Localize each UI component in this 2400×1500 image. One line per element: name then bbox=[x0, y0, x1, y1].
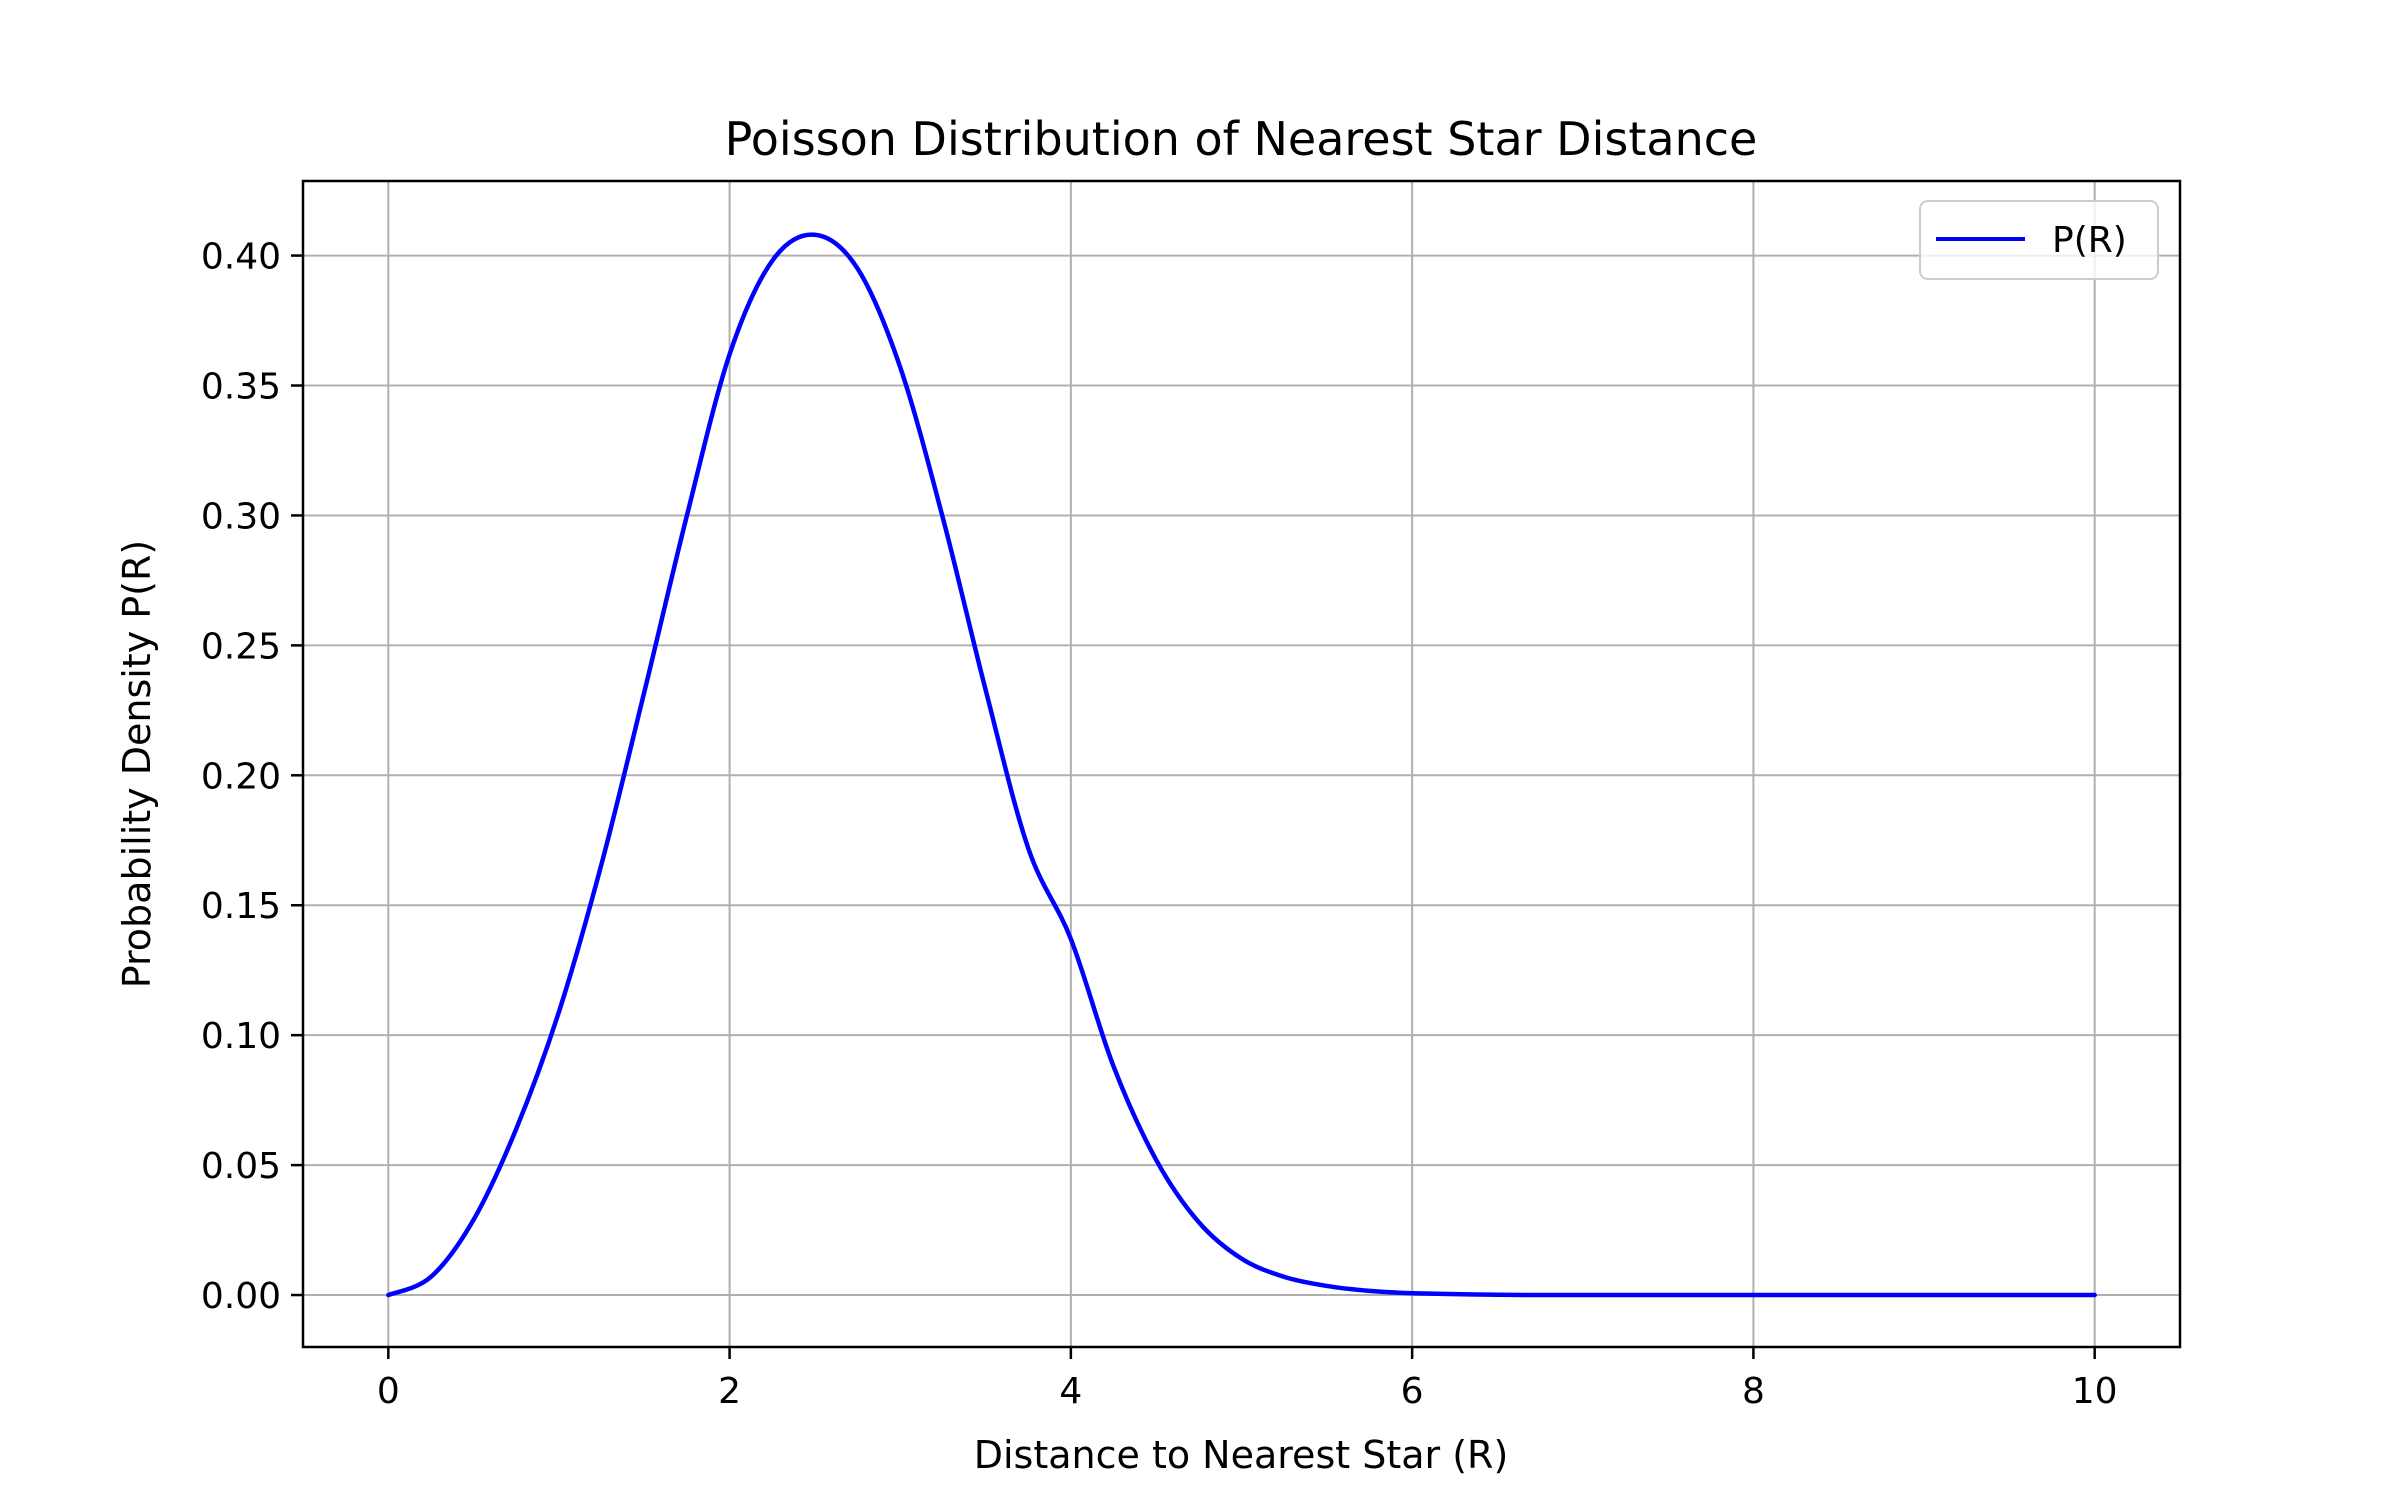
series-line-0 bbox=[386, 232, 2097, 1298]
y-tick-label: 0.40 bbox=[201, 237, 281, 278]
legend: P(R) bbox=[1919, 200, 2159, 280]
x-tick-label: 0 bbox=[377, 1371, 400, 1412]
chart-title: Poisson Distribution of Nearest Star Dis… bbox=[725, 112, 1758, 166]
y-tick-label: 0.10 bbox=[201, 1016, 281, 1057]
y-tick-label: 0.30 bbox=[201, 496, 281, 537]
x-tick-label: 8 bbox=[1742, 1371, 1765, 1412]
plot-frame bbox=[301, 179, 2182, 1349]
legend-box bbox=[1919, 200, 2159, 280]
y-tick-label: 0.25 bbox=[201, 626, 281, 667]
x-tick-label: 2 bbox=[718, 1371, 741, 1412]
legend-entry-label: P(R) bbox=[2052, 220, 2127, 261]
y-tick-label: 0.35 bbox=[201, 367, 281, 408]
y-tick-label: 0.15 bbox=[201, 886, 281, 927]
ticks: 0 2 4 6 8 10 0.00 0.05 0.10 0.15 0.20 0.25 0.30 0.35 0… bbox=[201, 237, 2118, 1412]
y-axis-label: Probability Density P(R) bbox=[115, 540, 159, 988]
y-tick-label: 0.20 bbox=[201, 756, 281, 797]
grid bbox=[303, 181, 2180, 1347]
x-tick-label: 4 bbox=[1059, 1371, 1082, 1412]
x-tick-label: 6 bbox=[1401, 1371, 1424, 1412]
y-tick-label: 0.05 bbox=[201, 1146, 281, 1187]
y-tick-label: 0.00 bbox=[201, 1276, 281, 1317]
series-layer bbox=[386, 232, 2097, 1298]
x-axis-label: Distance to Nearest Star (R) bbox=[974, 1433, 1509, 1477]
x-tick-label: 10 bbox=[2072, 1371, 2118, 1412]
